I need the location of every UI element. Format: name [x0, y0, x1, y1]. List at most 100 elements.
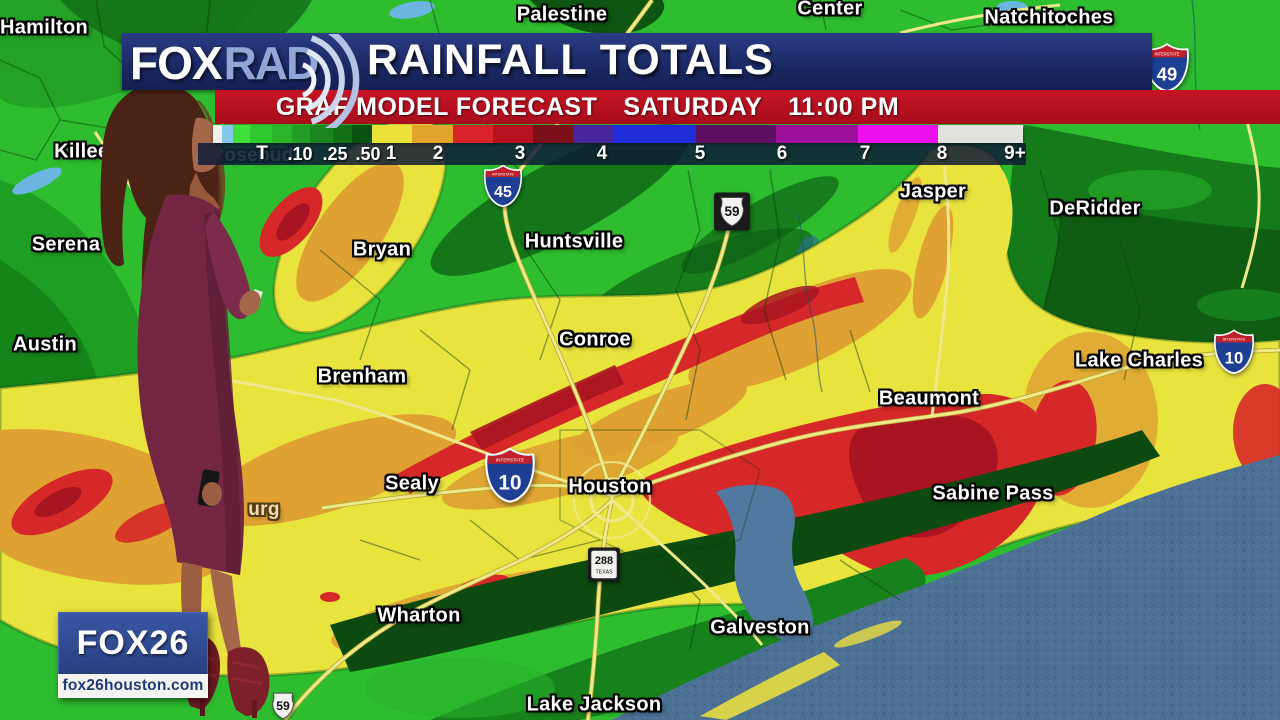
- legend-segment: [352, 125, 372, 143]
- legend-segment: [292, 125, 310, 143]
- svg-text:INTERSTATE: INTERSTATE: [1154, 51, 1179, 56]
- legend-segment: [412, 125, 453, 143]
- svg-text:INTERSTATE: INTERSTATE: [496, 457, 524, 462]
- city-label-sealy: Sealy: [385, 472, 439, 495]
- foxrad-logo-fox: FOX: [130, 37, 223, 89]
- legend-tick: 6: [776, 143, 788, 164]
- presenter-hand: [239, 290, 261, 316]
- station-logo-text: FOX26: [76, 624, 190, 662]
- city-label-huntsville: Huntsville: [524, 230, 624, 253]
- svg-text:INTERSTATE: INTERSTATE: [492, 172, 514, 176]
- svg-text:49: 49: [1157, 63, 1177, 84]
- legend-segment: [272, 125, 292, 143]
- city-label-center: Center: [797, 0, 863, 20]
- legend-tick: .10: [287, 144, 313, 164]
- legend-segment: [776, 125, 858, 143]
- legend-segment: [250, 125, 272, 143]
- legend-tick: 5: [694, 143, 706, 164]
- rainfall-legend-bar: [213, 125, 1023, 143]
- legend-tick-band: [198, 143, 1026, 165]
- legend-segment: [533, 125, 573, 143]
- legend-segment: [573, 125, 613, 143]
- legend-tick: 4: [596, 143, 608, 164]
- station-logo: FOX26 fox26houston.com: [58, 612, 208, 698]
- forecast-day-label: SATURDAY: [623, 92, 763, 121]
- svg-text:TEXAS: TEXAS: [595, 570, 613, 576]
- svg-text:59: 59: [276, 699, 290, 713]
- page-title: RAINFALL TOTALS: [367, 36, 774, 84]
- foxrad-logo-rad: RAD: [223, 37, 320, 89]
- forecast-time-label: 11:00 PM: [788, 92, 900, 121]
- svg-text:59: 59: [724, 204, 739, 219]
- legend-segment: [938, 125, 1023, 143]
- rainfall-legend-ticks: T .10 .25 .50 1 2 3 4 5 6 7 8 9+: [213, 143, 1026, 165]
- legend-segment: [453, 125, 493, 143]
- city-label-galveston: Galveston: [710, 616, 810, 639]
- foxrad-logo: FOX RAD: [130, 35, 320, 92]
- us-highway-59-shield-icon: 59: [267, 689, 299, 720]
- city-label-beaumont: Beaumont: [878, 387, 980, 410]
- legend-segment: [858, 125, 938, 143]
- legend-segment: [493, 125, 533, 143]
- city-label-houston: Houston: [568, 475, 652, 498]
- legend-tick: 3: [514, 143, 526, 164]
- legend-segment: [696, 125, 776, 143]
- legend-tick: 1: [385, 143, 397, 164]
- city-label-natchitoches: Natchitoches: [984, 6, 1114, 29]
- presenter-arm: [205, 212, 252, 320]
- legend-tick: 7: [859, 143, 871, 164]
- presenter-figure: [100, 83, 270, 718]
- city-label-bryan: Bryan: [352, 238, 412, 261]
- city-label-palestine: Palestine: [516, 3, 608, 26]
- radar-arcs-icon: [301, 34, 360, 128]
- legend-segment: [310, 125, 333, 143]
- map-county-lines: [0, 0, 1201, 651]
- legend-segment: [233, 125, 250, 143]
- interstate-49-shield-icon: INTERSTATE 49: [1144, 42, 1190, 98]
- state-highway-288-shield-icon: 288 TEXAS: [588, 547, 620, 587]
- forecast-subtitle-banner: GRAF MODEL FORECAST SATURDAY 11:00 PM: [215, 90, 1280, 124]
- us-highway-59-shield-icon: 59: [714, 192, 750, 236]
- presenter-leg: [210, 568, 242, 656]
- legend-tick: 2: [432, 143, 444, 164]
- city-label-wharton: Wharton: [377, 604, 461, 627]
- legend-tick: 8: [936, 143, 948, 164]
- legend-tick: .25: [322, 144, 348, 164]
- svg-text:288: 288: [595, 555, 613, 567]
- station-url: fox26houston.com: [62, 677, 204, 694]
- legend-segment: [213, 125, 222, 143]
- city-label-sabine-pass: Sabine Pass: [932, 482, 1054, 505]
- city-label-lake-jackson: Lake Jackson: [526, 693, 662, 716]
- city-label-conroe: Conroe: [559, 328, 631, 351]
- weather-presenter: [100, 83, 270, 718]
- interstate-10-shield-icon: INTERSTATE 10: [484, 446, 536, 510]
- city-label-deridder: DeRidder: [1049, 197, 1141, 220]
- partial-label-urg: urg: [248, 499, 280, 520]
- legend-tick: .50: [355, 144, 381, 164]
- interstate-10-shield-icon: INTERSTATE 10: [1213, 328, 1255, 379]
- svg-text:10: 10: [1225, 348, 1244, 367]
- svg-text:10: 10: [498, 472, 521, 495]
- title-banner: FOX RAD RAINFALL TOTALS: [122, 33, 1152, 90]
- svg-text:45: 45: [494, 184, 512, 201]
- station-url-strip: fox26houston.com: [58, 674, 208, 698]
- station-logo-box: FOX26: [58, 612, 208, 674]
- city-label-brenham: Brenham: [317, 365, 407, 388]
- interstate-45-shield-icon: INTERSTATE 45: [483, 164, 523, 213]
- legend-segment: [613, 125, 696, 143]
- city-label-hamilton: Hamilton: [0, 16, 88, 39]
- city-label-jasper: Jasper: [899, 180, 967, 203]
- legend-tick: T: [256, 143, 268, 164]
- city-label-austin: Austin: [12, 333, 78, 356]
- legend-tick: 9+: [1004, 143, 1026, 164]
- svg-text:INTERSTATE: INTERSTATE: [1223, 338, 1246, 342]
- map-coast-and-water: [330, 430, 1280, 720]
- city-label-lake-charles: Lake Charles: [1074, 349, 1204, 372]
- legend-segment: [222, 125, 233, 143]
- city-label-serena: Serena: [31, 233, 101, 256]
- legend-segment: [372, 125, 412, 143]
- legend-segment: [333, 125, 352, 143]
